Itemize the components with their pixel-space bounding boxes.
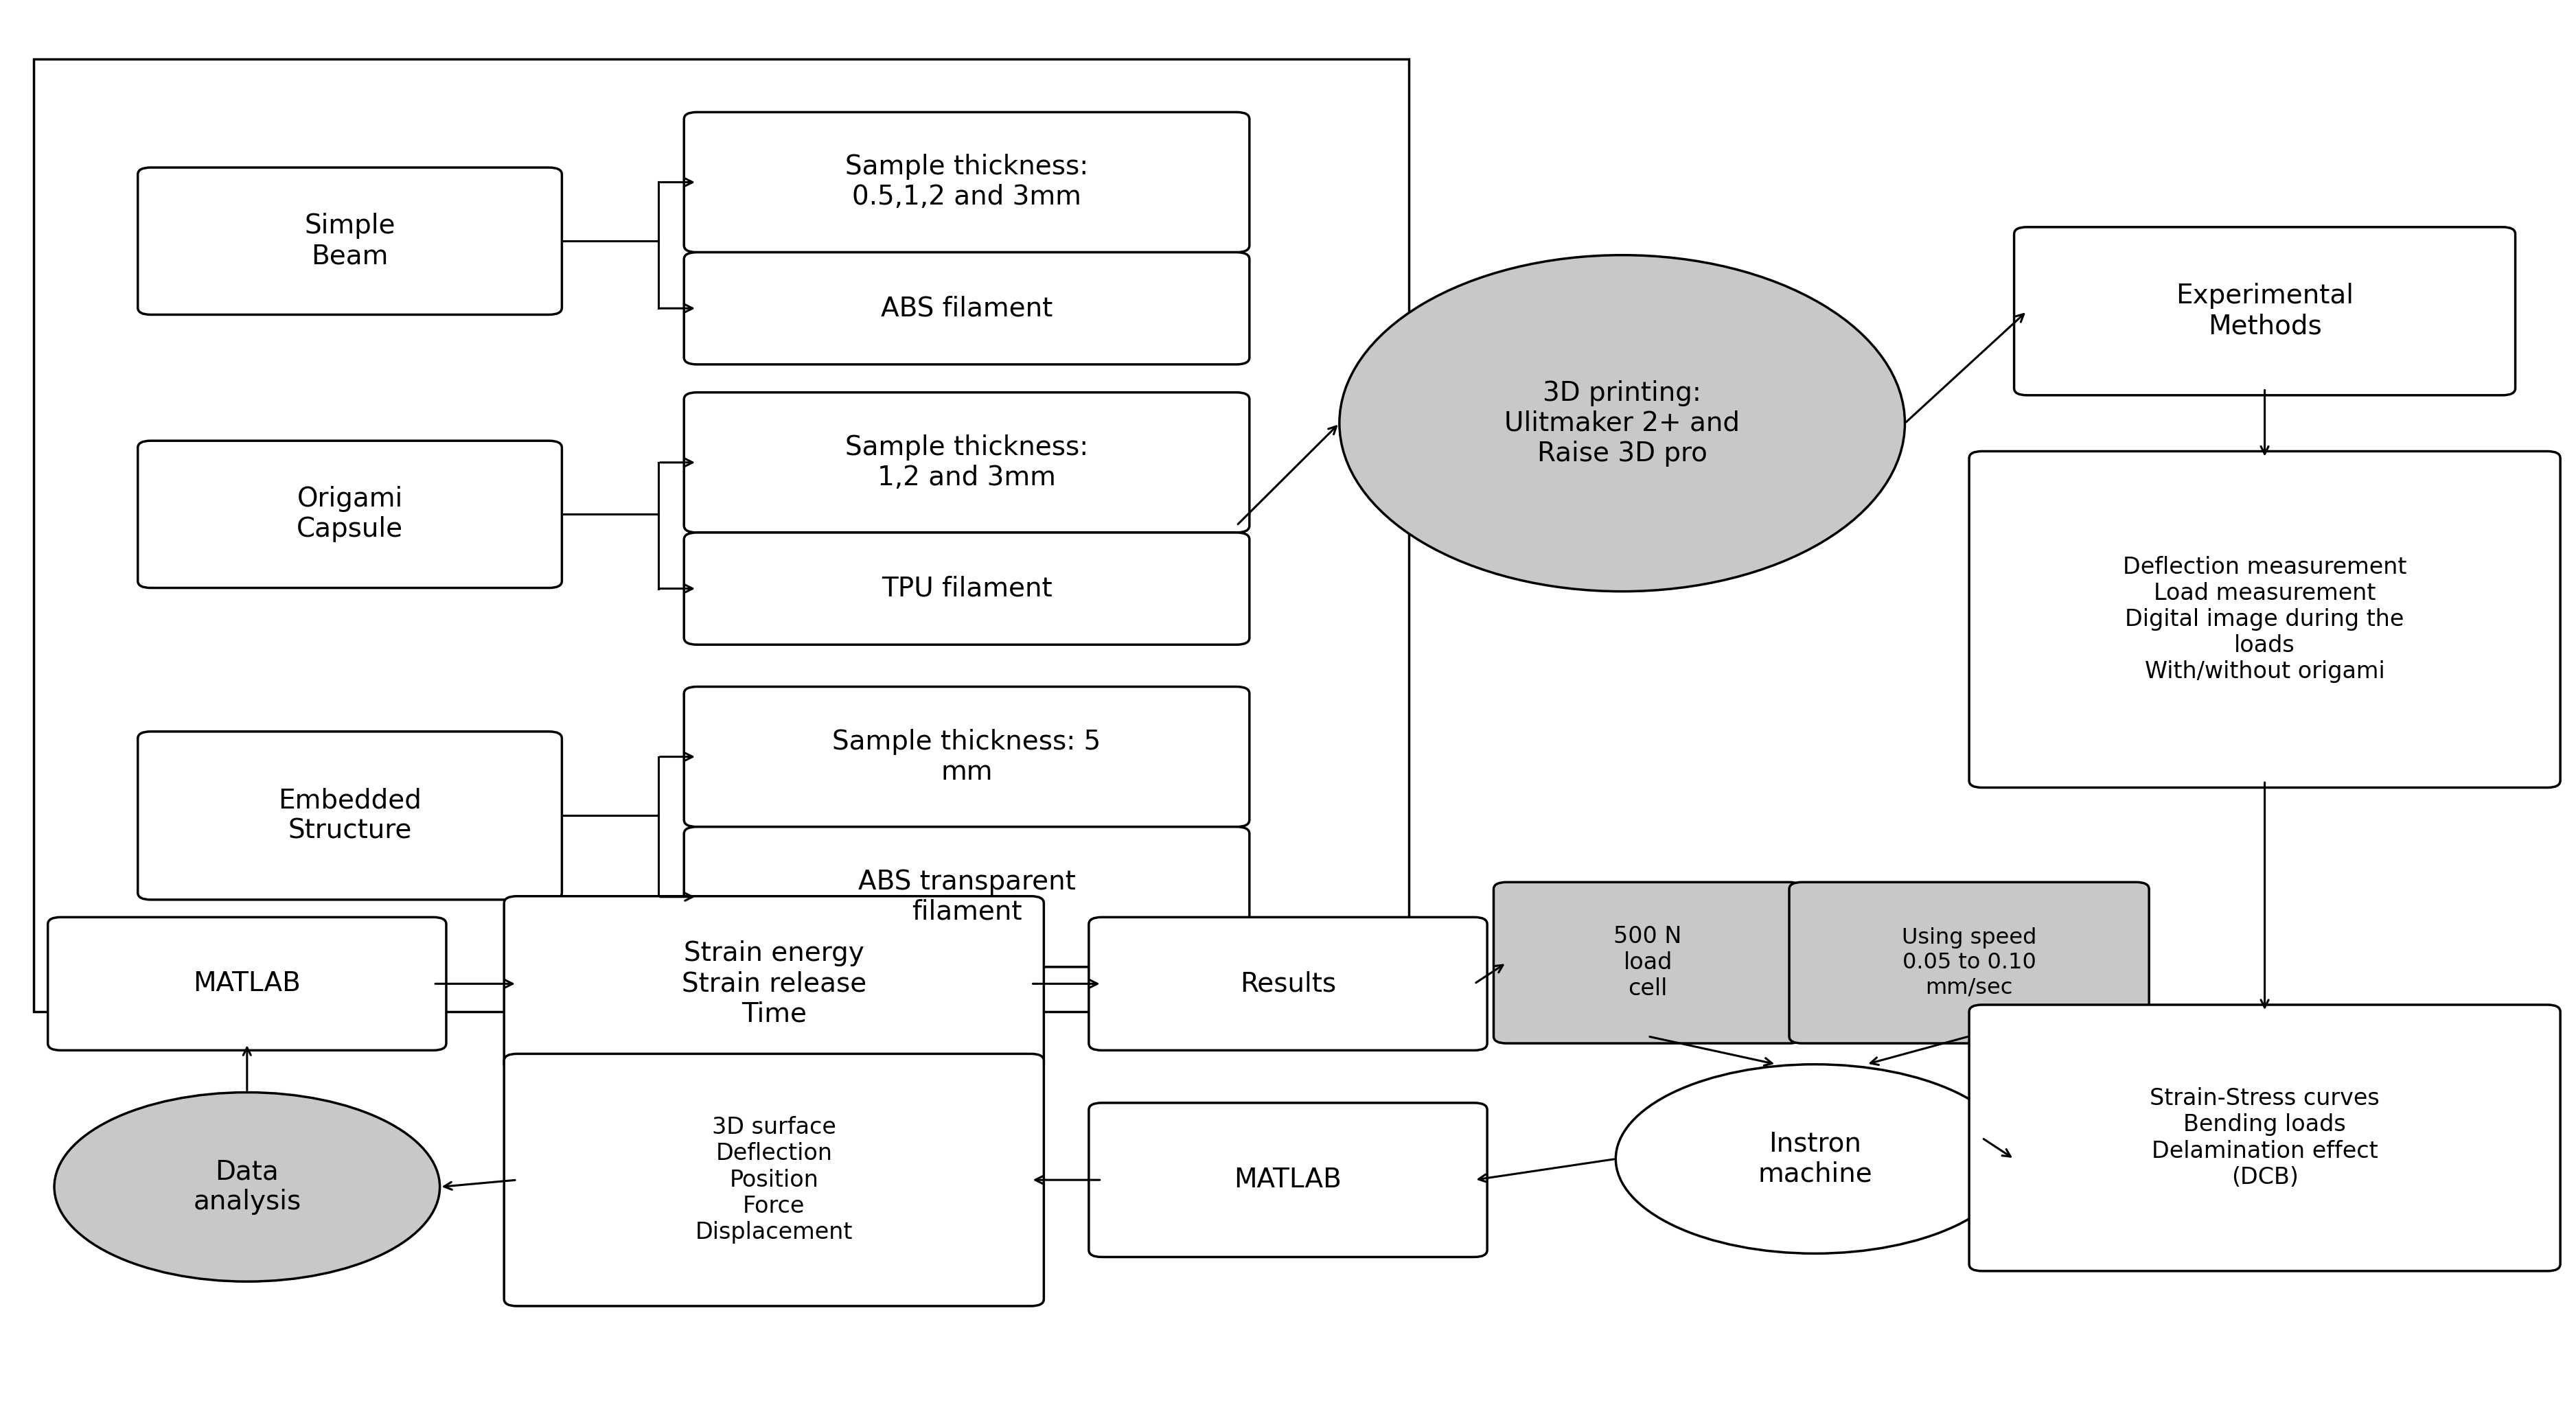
FancyBboxPatch shape (1968, 452, 2561, 788)
Text: Experimental
Methods: Experimental Methods (2177, 283, 2354, 339)
Text: Deflection measurement
Load measurement
Digital image during the
loads
With/with: Deflection measurement Load measurement … (2123, 556, 2406, 684)
Text: MATLAB: MATLAB (193, 971, 301, 996)
Text: Sample thickness:
0.5,1,2 and 3mm: Sample thickness: 0.5,1,2 and 3mm (845, 155, 1087, 211)
FancyBboxPatch shape (1790, 882, 2148, 1044)
FancyBboxPatch shape (505, 896, 1043, 1071)
FancyBboxPatch shape (505, 1054, 1043, 1306)
Text: 500 N
load
cell: 500 N load cell (1613, 926, 1682, 1000)
FancyBboxPatch shape (2014, 227, 2514, 395)
FancyBboxPatch shape (685, 827, 1249, 967)
FancyBboxPatch shape (685, 687, 1249, 827)
Text: Results: Results (1239, 971, 1337, 996)
Text: Using speed
0.05 to 0.10
mm/sec: Using speed 0.05 to 0.10 mm/sec (1901, 927, 2038, 998)
Ellipse shape (1615, 1064, 2014, 1254)
Text: 3D surface
Deflection
Position
Force
Displacement: 3D surface Deflection Position Force Dis… (696, 1116, 853, 1244)
FancyBboxPatch shape (1494, 882, 1803, 1044)
Ellipse shape (1340, 255, 1904, 591)
FancyBboxPatch shape (1968, 1005, 2561, 1271)
FancyBboxPatch shape (137, 440, 562, 588)
Text: ABS filament: ABS filament (881, 295, 1054, 321)
Ellipse shape (54, 1092, 440, 1282)
FancyBboxPatch shape (685, 393, 1249, 532)
Text: Sample thickness: 5
mm: Sample thickness: 5 mm (832, 729, 1100, 785)
FancyBboxPatch shape (49, 917, 446, 1050)
Text: Instron
machine: Instron machine (1757, 1131, 1873, 1188)
Text: ABS transparent
filament: ABS transparent filament (858, 868, 1074, 924)
Text: Sample thickness:
1,2 and 3mm: Sample thickness: 1,2 and 3mm (845, 435, 1087, 491)
Text: TPU filament: TPU filament (881, 575, 1051, 602)
FancyBboxPatch shape (137, 732, 562, 899)
FancyBboxPatch shape (1090, 917, 1486, 1050)
Text: 3D printing:
Ulitmaker 2+ and
Raise 3D pro: 3D printing: Ulitmaker 2+ and Raise 3D p… (1504, 380, 1739, 467)
Text: Embedded
Structure: Embedded Structure (278, 788, 422, 844)
Text: Data
analysis: Data analysis (193, 1159, 301, 1216)
FancyBboxPatch shape (685, 113, 1249, 252)
Bar (33, 59, 1409, 1012)
FancyBboxPatch shape (685, 532, 1249, 644)
Text: Strain energy
Strain release
Time: Strain energy Strain release Time (683, 940, 866, 1027)
FancyBboxPatch shape (685, 252, 1249, 364)
Text: Simple
Beam: Simple Beam (304, 212, 394, 269)
Text: Strain-Stress curves
Bending loads
Delamination effect
(DCB): Strain-Stress curves Bending loads Delam… (2151, 1088, 2380, 1189)
FancyBboxPatch shape (1090, 1103, 1486, 1256)
Text: MATLAB: MATLAB (1234, 1166, 1342, 1193)
FancyBboxPatch shape (137, 167, 562, 315)
Text: Origami
Capsule: Origami Capsule (296, 487, 402, 543)
